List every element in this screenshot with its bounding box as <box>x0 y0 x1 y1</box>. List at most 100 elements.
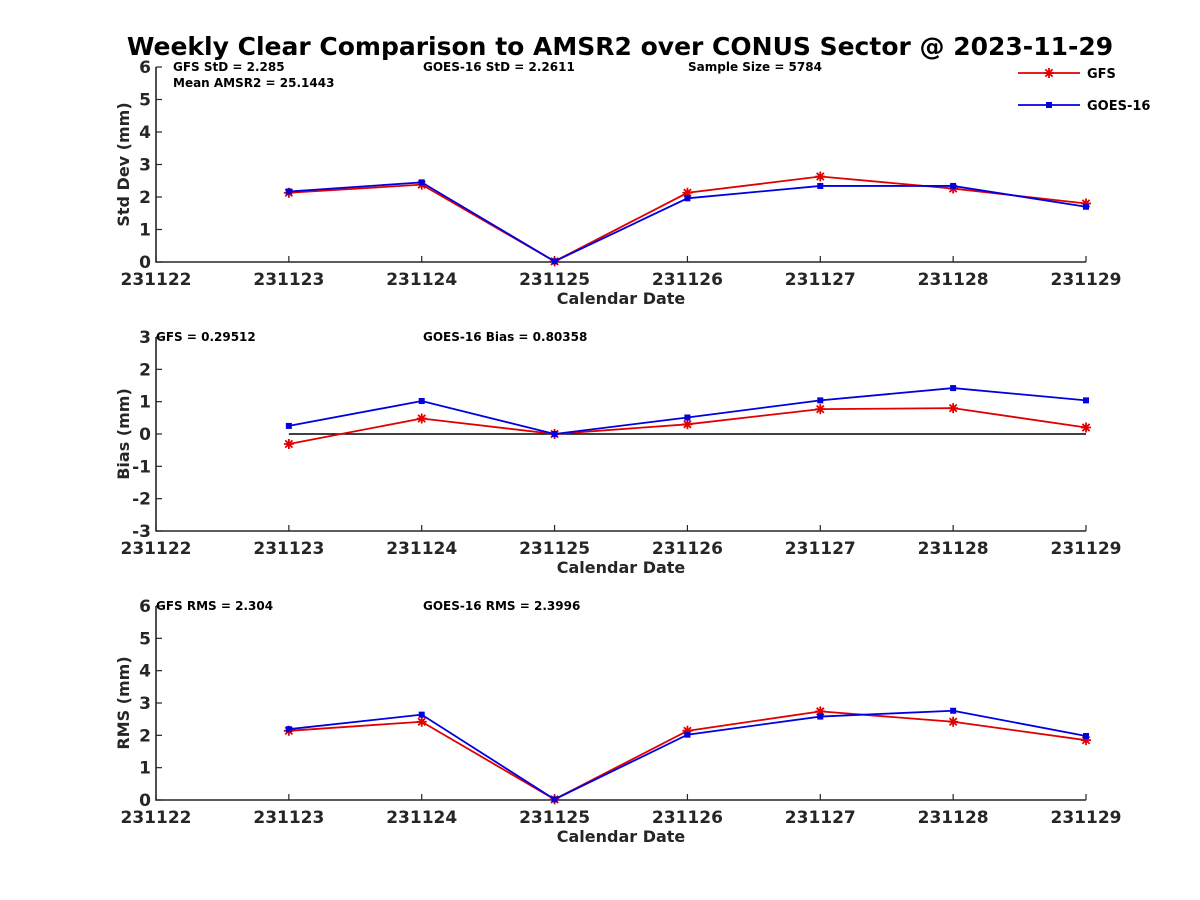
panel-1: 0 1 2 3 4 5 6 231122 231123 231124 231125 231126 231… <box>114 58 1121 308</box>
y-tick-label: 5 <box>139 629 151 649</box>
data-point-goes16 <box>684 414 691 421</box>
x-tick-label: 231124 <box>386 270 457 290</box>
stat-annotation: GFS StD = 2.285 <box>173 60 285 74</box>
panel-3: 0 1 2 3 4 5 6 231122 231123 231124 231125 231126 231… <box>114 597 1121 846</box>
x-tick-label: 231128 <box>918 808 989 828</box>
data-point-goes16 <box>418 711 425 718</box>
y-axis-label: Std Dev (mm) <box>114 102 133 226</box>
y-tick-label: 6 <box>139 58 151 78</box>
x-tick-label: 231126 <box>652 808 723 828</box>
x-tick-label: 231122 <box>121 539 192 559</box>
chart-title: Weekly Clear Comparison to AMSR2 over CO… <box>127 32 1113 61</box>
data-point-goes16 <box>418 398 425 405</box>
x-tick-label: 231129 <box>1051 808 1122 828</box>
y-tick-label: 0 <box>139 253 151 273</box>
y-tick-label: 0 <box>139 791 151 811</box>
y-tick-label: 3 <box>139 156 151 176</box>
x-tick-label: 231128 <box>918 539 989 559</box>
x-axis-label: Calendar Date <box>557 289 686 308</box>
data-point-gfs <box>416 716 427 727</box>
data-point-goes16 <box>1083 732 1089 739</box>
x-tick-label: 231125 <box>519 270 590 290</box>
data-point-goes16 <box>950 182 957 189</box>
data-point-goes16 <box>551 258 558 265</box>
stat-annotation: GFS RMS = 2.304 <box>156 599 273 613</box>
y-tick-label: 3 <box>139 694 151 714</box>
stat-annotation: GOES-16 Bias = 0.80358 <box>423 330 587 344</box>
legend-entry-goes16: GOES-16 <box>1018 99 1150 114</box>
data-point-gfs <box>1081 198 1091 209</box>
x-tick-label: 231123 <box>253 808 324 828</box>
data-point-goes16 <box>551 796 558 803</box>
y-tick-label: 4 <box>139 662 151 682</box>
y-tick-label: 6 <box>139 597 151 617</box>
legend-entry-gfs: GFS <box>1018 67 1116 82</box>
x-tick-label: 231127 <box>785 539 856 559</box>
axes <box>155 606 1086 801</box>
data-point-gfs <box>815 706 826 717</box>
stat-annotation: Mean AMSR2 = 25.1443 <box>173 76 334 90</box>
x-tick-label: 231123 <box>253 270 324 290</box>
y-axis-label: Bias (mm) <box>114 388 133 480</box>
stat-annotation: Sample Size = 5784 <box>688 60 822 74</box>
legend-label: GFS <box>1087 67 1116 82</box>
data-point-goes16 <box>551 431 558 437</box>
y-tick-label: 0 <box>139 425 151 445</box>
x-tick-label: 231128 <box>918 270 989 290</box>
y-tick-label: 1 <box>139 221 151 241</box>
y-tick-label: 2 <box>139 360 151 380</box>
x-tick-label: 231122 <box>121 808 192 828</box>
data-point-goes16 <box>817 397 824 404</box>
data-point-goes16 <box>950 385 957 392</box>
x-tick-label: 231126 <box>652 539 723 559</box>
data-point-goes16 <box>285 188 292 195</box>
data-point-gfs <box>948 403 959 414</box>
data-point-gfs <box>948 716 959 727</box>
stat-annotation: GFS = 0.29512 <box>156 330 256 344</box>
data-point-goes16 <box>1083 397 1089 404</box>
y-tick-label: 2 <box>139 188 151 208</box>
x-tick-label: 231125 <box>519 808 590 828</box>
x-tick-label: 231124 <box>386 808 457 828</box>
x-tick-label: 231123 <box>253 539 324 559</box>
data-point-goes16 <box>285 726 292 733</box>
stat-annotation: GOES-16 StD = 2.2611 <box>423 60 575 74</box>
x-axis-label: Calendar Date <box>557 558 686 577</box>
data-point-goes16 <box>684 195 691 202</box>
series-line-gfs <box>288 710 1087 801</box>
axes <box>155 67 1086 263</box>
chart-legend: GFS GOES-16 <box>1018 67 1150 114</box>
y-tick-label: 1 <box>139 759 151 779</box>
data-point-goes16 <box>1083 203 1089 210</box>
stat-annotation: GOES-16 RMS = 2.3996 <box>423 599 580 613</box>
x-axis-label: Calendar Date <box>557 827 686 846</box>
y-tick-label: 2 <box>139 726 151 746</box>
data-point-goes16 <box>684 731 691 738</box>
data-point-gfs <box>815 404 826 415</box>
data-point-goes16 <box>1046 102 1052 108</box>
data-point-goes16 <box>418 179 425 186</box>
x-tick-label: 231124 <box>386 539 457 559</box>
panel-2: -3 -2 -1 0 1 2 3 231122 231123 231124 231125 231126… <box>114 328 1121 577</box>
x-tick-label: 231127 <box>785 270 856 290</box>
y-tick-label: 3 <box>139 328 151 348</box>
y-tick-label: -1 <box>132 457 151 477</box>
y-tick-label: 1 <box>139 393 151 413</box>
data-point-gfs <box>682 187 693 198</box>
data-point-gfs <box>283 439 294 450</box>
data-point-gfs <box>815 171 826 182</box>
x-tick-label: 231127 <box>785 808 856 828</box>
data-point-gfs <box>416 413 427 424</box>
legend-label: GOES-16 <box>1087 99 1150 114</box>
data-point-gfs <box>1081 422 1091 433</box>
x-tick-label: 231129 <box>1051 539 1122 559</box>
data-point-gfs <box>682 725 693 736</box>
data-point-goes16 <box>285 422 292 429</box>
x-tick-label: 231125 <box>519 539 590 559</box>
x-tick-label: 231126 <box>652 270 723 290</box>
data-point-goes16 <box>817 713 824 720</box>
data-point-gfs <box>1081 735 1091 746</box>
data-point-gfs <box>1044 68 1054 78</box>
